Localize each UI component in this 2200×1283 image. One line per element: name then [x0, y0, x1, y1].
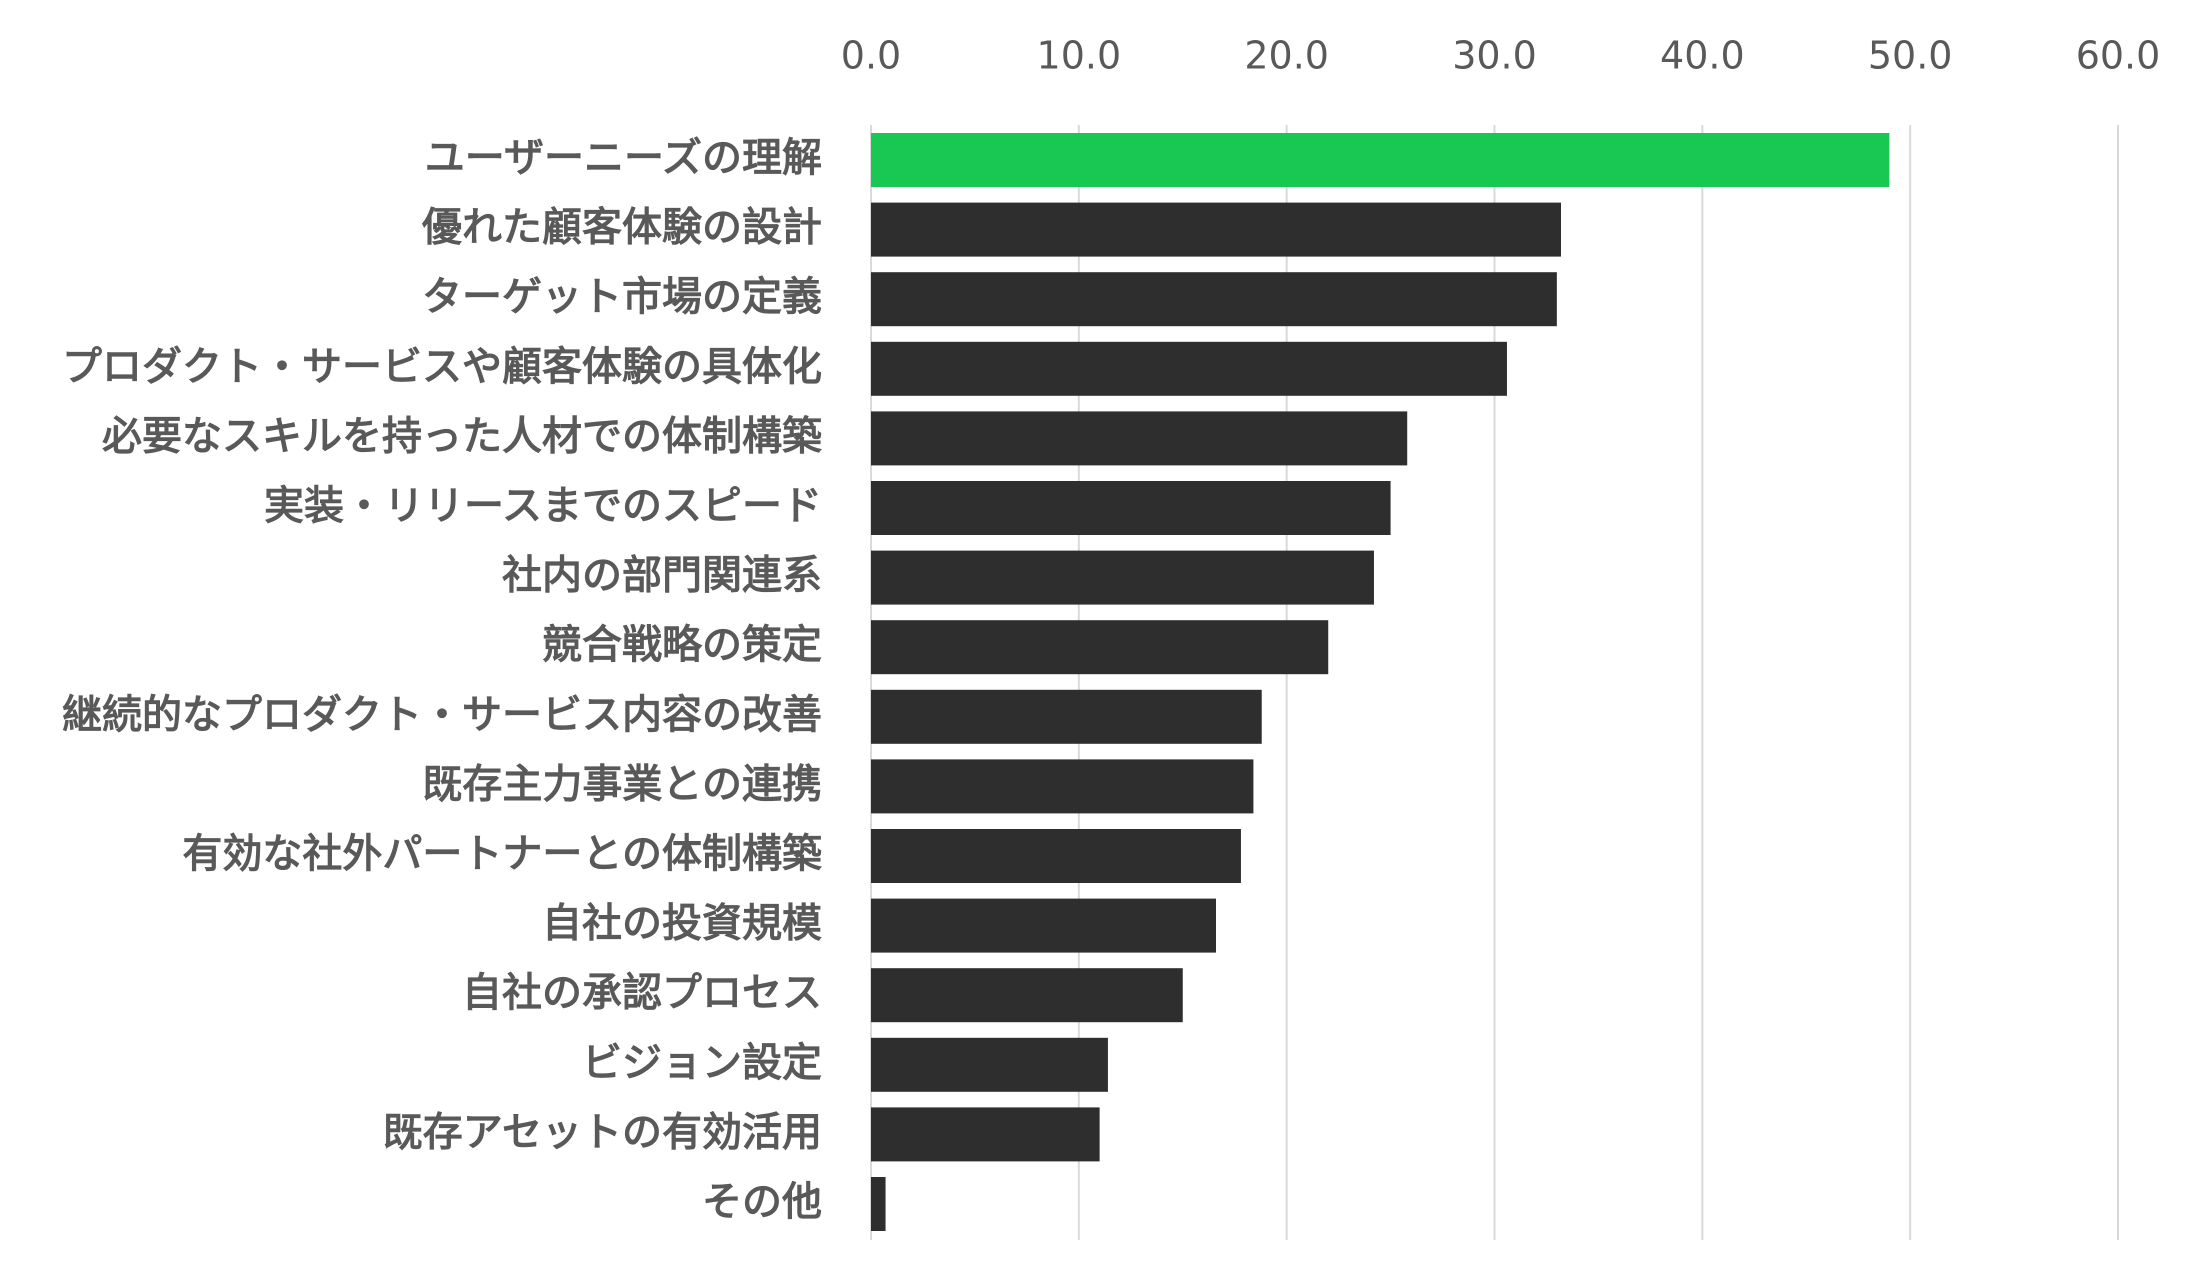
bar [871, 272, 1557, 327]
bar [871, 1107, 1100, 1162]
category-label: 社内の部門関連系 [502, 553, 822, 599]
category-label: 実装・リリースまでのスピード [264, 483, 822, 529]
category-label: その他 [702, 1179, 822, 1225]
category-label: 自社の承認プロセス [462, 970, 822, 1016]
bar [871, 202, 1562, 257]
category-label: 競合戦略の策定 [542, 622, 822, 668]
bar [871, 968, 1183, 1023]
bar [871, 759, 1254, 814]
bar [871, 620, 1329, 675]
bar [871, 481, 1391, 535]
category-label: 優れた顧客体験の設計 [421, 205, 822, 251]
bar [871, 341, 1507, 396]
bar [871, 1177, 886, 1231]
x-tick-label: 50.0 [1868, 34, 1953, 78]
category-label: 有効な社外パートナーとの体制構築 [182, 831, 823, 877]
bars [871, 133, 1890, 1231]
bar [871, 411, 1408, 466]
category-label: ユーザーニーズの理解 [425, 135, 822, 181]
x-tick-label: 10.0 [1037, 34, 1122, 78]
x-tick-label: 20.0 [1244, 34, 1329, 78]
category-labels: ユーザーニーズの理解優れた顧客体験の設計ターゲット市場の定義プロダクト・サービス… [62, 135, 823, 1225]
category-label: ビジョン設定 [582, 1040, 822, 1086]
bar [871, 689, 1262, 744]
category-label: プロダクト・サービスや顧客体験の具体化 [62, 344, 822, 390]
category-label: 継続的なプロダクト・サービス内容の改善 [62, 692, 822, 738]
category-label: 既存アセットの有効活用 [383, 1109, 822, 1155]
bar [871, 133, 1890, 187]
x-tick-label: 30.0 [1452, 34, 1537, 78]
category-label: 必要なスキルを持った人材での体制構築 [102, 413, 823, 459]
x-tick-label: 0.0 [841, 34, 901, 78]
bar [871, 550, 1374, 605]
category-label: 既存主力事業との連携 [422, 761, 822, 807]
x-axis-ticks: 0.0 10.0 20.0 30.0 40.0 50.0 60.0 [841, 34, 2161, 78]
x-tick-label: 40.0 [1660, 34, 1745, 78]
category-label: ターゲット市場の定義 [422, 274, 822, 320]
bar [871, 829, 1241, 883]
category-label: 自社の投資規模 [542, 901, 822, 947]
bar [871, 898, 1217, 953]
x-tick-label: 60.0 [2076, 34, 2161, 78]
bar [871, 1037, 1108, 1092]
